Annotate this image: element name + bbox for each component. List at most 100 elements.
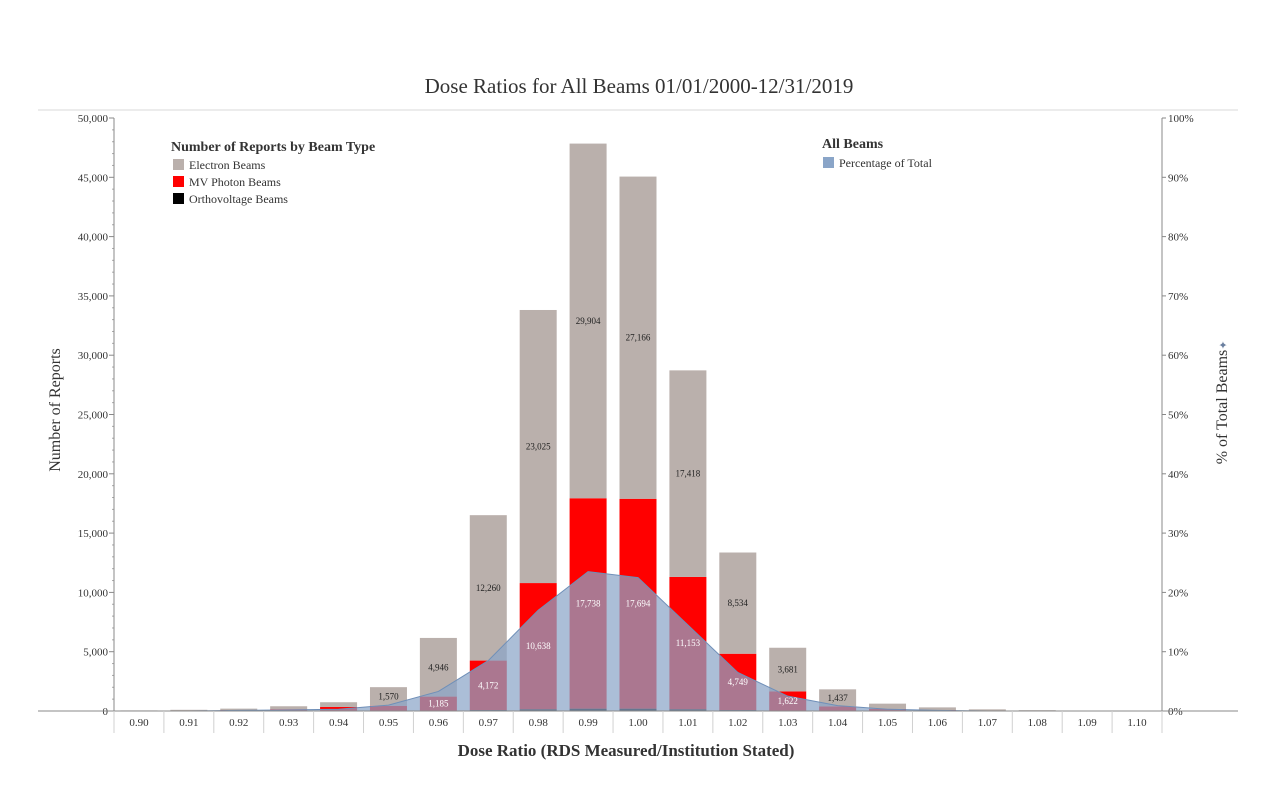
y-tick-label: 45,000: [78, 172, 109, 184]
legend-beam-type: Number of Reports by Beam Type Electron …: [171, 140, 375, 206]
percentage-area: [138, 571, 1138, 712]
bar-electron: [769, 647, 807, 692]
y-tick-label: 0: [103, 706, 109, 718]
legend-all-beams: All Beams Percentage of Total: [822, 137, 933, 170]
label-mv-photon: 4,172: [478, 680, 498, 690]
x-tick-label: 1.04: [828, 717, 848, 729]
y2-tick-label: 30%: [1168, 528, 1188, 540]
chart-title: Dose Ratios for All Beams 01/01/2000-12/…: [425, 74, 854, 98]
x-tick-label: 1.02: [728, 717, 747, 729]
x-tick-label: 0.91: [179, 717, 198, 729]
label-mv-photon: 1,622: [778, 696, 798, 706]
bar-electron: [569, 143, 607, 499]
x-tick-label: 0.98: [529, 717, 549, 729]
bar-electron: [469, 515, 507, 661]
y-tick-label: 40,000: [78, 232, 109, 244]
x-tick-label: 1.08: [1028, 717, 1048, 729]
x-tick-label: 0.92: [229, 717, 248, 729]
label-mv-photon: 17,694: [626, 599, 651, 609]
label-electron: 17,418: [676, 469, 701, 479]
y-tick-label: 35,000: [78, 291, 109, 303]
bar-labels-layer: 1,570 4,946 1,185 12,260 4,172 23,025 10,638 29…: [378, 316, 848, 709]
bar-electron: [619, 176, 657, 499]
legend-all-beams-title: All Beams: [822, 137, 884, 152]
x-tick-label: 0.97: [479, 717, 499, 729]
y2-tick-label: 90%: [1168, 172, 1188, 184]
label-electron: 23,025: [526, 442, 551, 452]
legend-swatch-electron: [173, 159, 184, 170]
x-tick-label: 1.05: [878, 717, 898, 729]
x-tick-label: 0.95: [379, 717, 399, 729]
y2-tick-label: 70%: [1168, 291, 1188, 303]
y-tick-label: 25,000: [78, 410, 109, 422]
legend-swatch-percentage: [823, 157, 834, 168]
label-mv-photon: 1,185: [428, 699, 449, 709]
bar-electron: [719, 552, 757, 654]
legend-beam-type-title: Number of Reports by Beam Type: [171, 140, 375, 155]
label-electron: 29,904: [576, 316, 601, 326]
x-tick-label: 1.03: [778, 717, 798, 729]
x-tick-label: 1.06: [928, 717, 948, 729]
label-electron: 1,570: [378, 691, 399, 701]
x-tick-label: 1.07: [978, 717, 998, 729]
y2-tick-label: 50%: [1168, 410, 1188, 422]
y2-tick-label: 10%: [1168, 647, 1188, 659]
bar-electron: [1018, 710, 1056, 711]
y-tick-label: 15,000: [78, 528, 109, 540]
label-electron: 12,260: [476, 583, 501, 593]
y-tick-label: 10,000: [78, 587, 109, 599]
label-mv-photon: 4,749: [728, 677, 749, 687]
x-tick-label: 0.96: [429, 717, 449, 729]
label-mv-photon: 17,738: [576, 598, 601, 608]
bar-electron: [320, 702, 358, 707]
x-tick-label: 1.00: [628, 717, 648, 729]
x-tick-label: 0.90: [129, 717, 149, 729]
x-tick-label: 1.10: [1127, 717, 1147, 729]
bar-electron: [270, 706, 308, 710]
y2-tick-label: 60%: [1168, 350, 1188, 362]
y-tick-label: 20,000: [78, 469, 109, 481]
bar-electron: [968, 709, 1006, 711]
legend-label-electron: Electron Beams: [189, 158, 266, 172]
legend-label-orthovoltage: Orthovoltage Beams: [189, 192, 288, 206]
bar-electron: [220, 708, 258, 711]
x-tick-label: 1.09: [1078, 717, 1098, 729]
y2-tick-label: 80%: [1168, 232, 1188, 244]
label-electron: 3,681: [778, 665, 798, 675]
x-axis-title: Dose Ratio (RDS Measured/Institution Sta…: [458, 741, 795, 760]
bar-electron: [369, 687, 407, 706]
x-tick-label: 1.01: [678, 717, 697, 729]
bars-layer: [120, 143, 1156, 712]
bar-electron: [819, 689, 857, 707]
y-tick-label: 50,000: [78, 113, 109, 125]
x-tick-label: 0.93: [279, 717, 299, 729]
axes-layer: 0 5,000 10,000 15,000 20,000 25,000 30,000 35,0…: [38, 113, 1238, 733]
legend-swatch-orthovoltage: [173, 193, 184, 204]
bar-electron: [519, 309, 557, 584]
y2-tick-label: 100%: [1168, 113, 1194, 125]
label-mv-photon: 11,153: [676, 638, 701, 648]
y2-axis-sort-icon[interactable]: ✦: [1217, 340, 1230, 349]
x-tick-label: 0.99: [578, 717, 598, 729]
legend-label-mv-photon: MV Photon Beams: [189, 175, 281, 189]
y2-tick-label: 40%: [1168, 469, 1188, 481]
label-mv-photon: 10,638: [526, 641, 551, 651]
bar-electron: [869, 703, 907, 709]
label-electron: 4,946: [428, 662, 449, 672]
y2-axis-title: % of Total Beams: [1214, 350, 1231, 465]
y-axis-title: Number of Reports: [47, 348, 64, 472]
y-tick-label: 5,000: [83, 647, 108, 659]
legend-label-percentage: Percentage of Total: [839, 156, 933, 170]
bar-electron: [669, 370, 707, 577]
bar-electron: [918, 707, 956, 710]
label-electron: 1,437: [827, 693, 848, 703]
legend-swatch-mv-photon: [173, 176, 184, 187]
label-electron: 8,534: [728, 598, 749, 608]
x-tick-label: 0.94: [329, 717, 349, 729]
label-electron: 27,166: [626, 333, 651, 343]
bar-electron: [170, 709, 208, 711]
y-tick-label: 30,000: [78, 350, 109, 362]
y2-tick-label: 20%: [1168, 587, 1188, 599]
y2-tick-label: 0%: [1168, 706, 1183, 718]
